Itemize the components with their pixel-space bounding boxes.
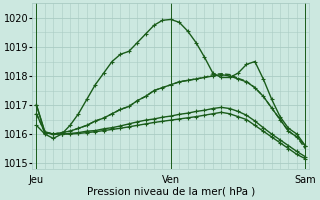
- X-axis label: Pression niveau de la mer( hPa ): Pression niveau de la mer( hPa ): [87, 187, 255, 197]
